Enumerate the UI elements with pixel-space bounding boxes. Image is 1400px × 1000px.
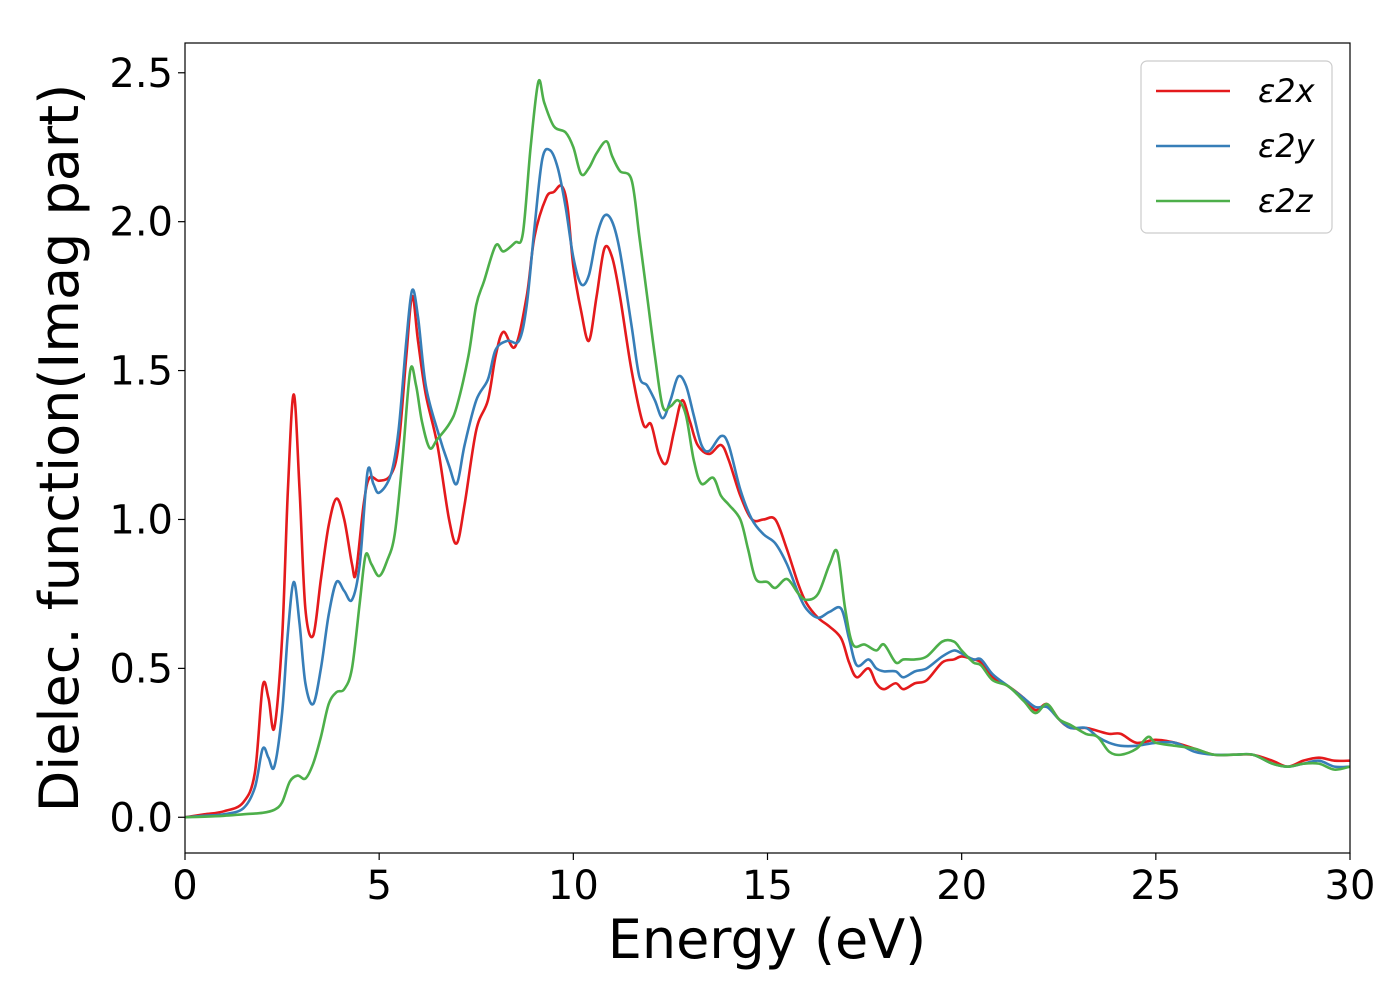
y-axis-title: Dielec. function(Imag part) — [28, 84, 91, 813]
series-line-1 — [184, 147, 1351, 819]
x-tick-label: 10 — [548, 863, 599, 909]
series-layer — [184, 78, 1351, 819]
y-axis-ticks: 0.0 0.5 1.0 1.5 2.0 2.5 — [109, 51, 185, 841]
legend-label-1: ε2y — [1258, 127, 1316, 165]
legend-label-2: ε2z — [1258, 182, 1314, 220]
x-axis-title: Energy (eV) — [608, 908, 927, 971]
y-tick-label: 1.5 — [109, 349, 173, 395]
legend: ε2x ε2y ε2z — [1140, 60, 1333, 234]
x-tick-label: 20 — [936, 863, 987, 909]
y-tick-label: 0.0 — [109, 795, 173, 841]
series-line-2 — [184, 78, 1351, 819]
x-axis-ticks: 0 5 10 15 20 25 30 — [172, 853, 1375, 909]
x-tick-label: 0 — [172, 863, 197, 909]
y-tick-label: 2.0 — [109, 200, 173, 246]
y-tick-label: 2.5 — [109, 51, 173, 97]
y-tick-label: 1.0 — [109, 497, 173, 543]
series-line-0 — [184, 184, 1351, 819]
x-tick-label: 15 — [742, 863, 793, 909]
legend-box — [1140, 60, 1333, 234]
x-tick-label: 5 — [366, 863, 391, 909]
x-tick-label: 25 — [1130, 863, 1181, 909]
x-tick-label: 30 — [1325, 863, 1376, 909]
legend-label-0: ε2x — [1258, 72, 1316, 110]
y-tick-label: 0.5 — [109, 646, 173, 692]
